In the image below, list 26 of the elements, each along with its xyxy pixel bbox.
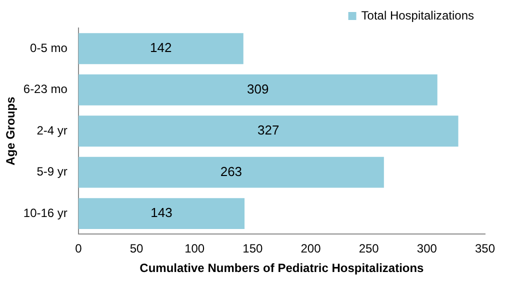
bar [78,156,384,188]
x-axis-title: Cumulative Numbers of Pediatric Hospitalizations [140,261,424,276]
x-tick-label: 200 [300,242,322,256]
y-tick-label: 6-23 mo [23,82,68,96]
bar [78,198,245,230]
data-label: 327 [258,122,280,138]
data-label: 263 [220,164,242,179]
x-tick-label: 250 [358,242,380,256]
x-tick-label: 150 [242,242,263,256]
bar [78,33,244,64]
x-tick-label: 0 [75,242,82,256]
x-tick-label: 50 [130,242,144,256]
bar [78,74,438,106]
x-tick-label: 100 [184,242,205,256]
bar [78,116,458,147]
data-label: 142 [150,40,172,56]
y-tick-label: 10-16 yr [23,206,68,220]
x-tick-label: 300 [416,242,438,256]
data-label: 309 [247,81,269,96]
x-tick-label: 350 [474,242,496,256]
y-axis-title: Age Groups [4,96,18,166]
y-tick-label: 2-4 yr [36,123,68,138]
y-tick-label: 0-5 mo [30,40,68,55]
y-tick-label: 5-9 yr [36,164,68,179]
legend-label: Total Hospitalizations [361,8,474,22]
data-label: 143 [150,205,172,220]
